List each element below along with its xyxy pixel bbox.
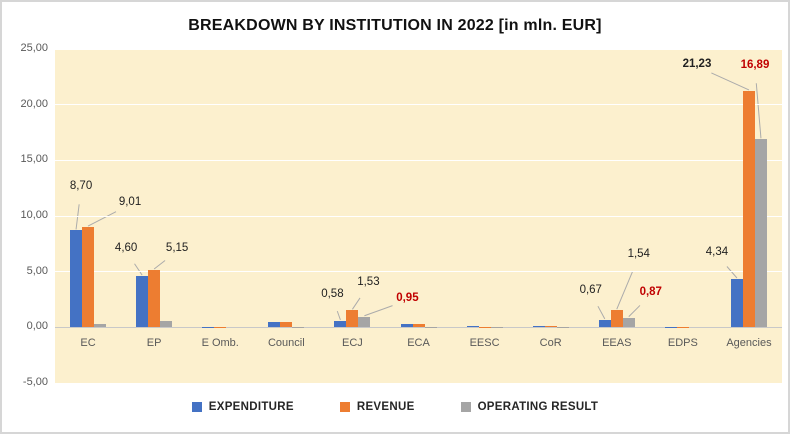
- gridline: [55, 104, 782, 106]
- bar-operating-result-eeas: [622, 317, 635, 328]
- y-axis-tick-label: 20,00: [20, 97, 48, 110]
- legend-label: REVENUE: [356, 401, 415, 413]
- bar-revenue-eesc: [478, 326, 491, 328]
- x-axis-line: [55, 326, 782, 328]
- gridline: [55, 159, 782, 161]
- data-label: 8,70: [69, 180, 93, 193]
- data-label: 21,23: [682, 57, 712, 70]
- bar-expenditure-agencies: [730, 279, 743, 328]
- legend-item-expenditure: EXPENDITURE: [191, 401, 294, 413]
- data-label: 0,67: [579, 283, 602, 296]
- x-axis-label: EEAS: [602, 337, 632, 350]
- data-label: 1,54: [627, 248, 650, 261]
- x-axis-label: ECA: [407, 337, 430, 350]
- data-label: 4,60: [114, 242, 138, 255]
- legend: EXPENDITURE REVENUE OPERATING RESULT: [2, 398, 788, 416]
- bar-expenditure-ecj: [334, 320, 347, 328]
- data-label: 4,34: [705, 246, 729, 258]
- y-axis-tick-label: 10,00: [20, 209, 48, 221]
- bar-expenditure-council: [268, 322, 281, 328]
- bar-revenue-agencies: [742, 90, 755, 328]
- bar-expenditure-edps: [664, 327, 677, 328]
- x-axis-label: ECJ: [342, 337, 363, 350]
- bar-operating-result-ec: [94, 323, 107, 328]
- bar-operating-result-council: [292, 326, 305, 328]
- y-axis-tick-label: 25,00: [20, 42, 48, 54]
- bar-expenditure-eca: [400, 323, 413, 328]
- gridline: [55, 382, 782, 384]
- bar-expenditure-ep: [136, 276, 149, 328]
- bar-operating-result-agencies: [754, 139, 767, 328]
- bar-expenditure-ec: [70, 230, 83, 328]
- bar-operating-result-ecj: [358, 316, 371, 328]
- x-axis-label: Council: [267, 337, 305, 350]
- x-axis-label: EESC: [469, 337, 500, 350]
- bar-revenue-council: [280, 321, 293, 328]
- x-axis-label: EP: [146, 337, 162, 350]
- x-axis-label: Agencies: [726, 337, 772, 350]
- chart-title: BREAKDOWN BY INSTITUTION IN 2022 [in mln…: [188, 17, 602, 34]
- x-axis-label: E Omb.: [201, 337, 239, 350]
- data-label: 9,01: [118, 196, 142, 209]
- bar-expenditure-cor: [532, 326, 545, 328]
- x-axis-label: EDPS: [667, 337, 698, 350]
- bar-revenue-cor: [544, 325, 557, 328]
- bar-revenue-ecj: [346, 310, 359, 328]
- bar-revenue-eeas: [610, 310, 623, 328]
- y-axis-tick-label: -5,00: [22, 376, 48, 388]
- data-label: 1,53: [357, 276, 380, 289]
- data-label: 16,89: [740, 59, 770, 72]
- legend-label: OPERATING RESULT: [477, 401, 599, 413]
- bar-revenue-eomb: [214, 327, 227, 328]
- bar-operating-result-eesc: [490, 327, 503, 329]
- x-axis-label: EC: [80, 337, 96, 350]
- gridline: [55, 48, 782, 50]
- data-label: 0,95: [396, 291, 419, 304]
- bar-operating-result-cor: [556, 327, 569, 328]
- bar-revenue-ep: [148, 269, 161, 328]
- y-axis-tick-label: 5,00: [26, 264, 48, 277]
- legend-swatch-icon: [191, 402, 202, 412]
- bar-revenue-ec: [82, 227, 95, 328]
- x-axis-label: CoR: [539, 337, 562, 350]
- legend-label: EXPENDITURE: [208, 401, 294, 413]
- y-axis-tick-label: 0,00: [26, 320, 48, 333]
- gridline: [55, 271, 782, 273]
- gridline: [55, 215, 782, 217]
- data-label: 0,58: [321, 287, 344, 300]
- legend-swatch-icon: [339, 402, 350, 412]
- bar-operating-result-ep: [160, 321, 173, 328]
- legend-swatch-icon: [460, 402, 471, 412]
- bar-expenditure-eomb: [202, 327, 215, 328]
- legend-item-revenue: REVENUE: [339, 401, 415, 413]
- bar-operating-result-eca: [424, 327, 437, 328]
- bar-revenue-edps: [676, 327, 689, 328]
- bar-revenue-eca: [412, 323, 425, 328]
- bar-expenditure-eeas: [598, 319, 611, 328]
- data-label: 0,87: [639, 285, 662, 298]
- legend-item-operating-result: OPERATING RESULT: [460, 401, 599, 413]
- bar-expenditure-eesc: [466, 325, 479, 328]
- y-axis-tick-label: 15,00: [20, 153, 48, 166]
- data-label: 5,15: [165, 241, 189, 254]
